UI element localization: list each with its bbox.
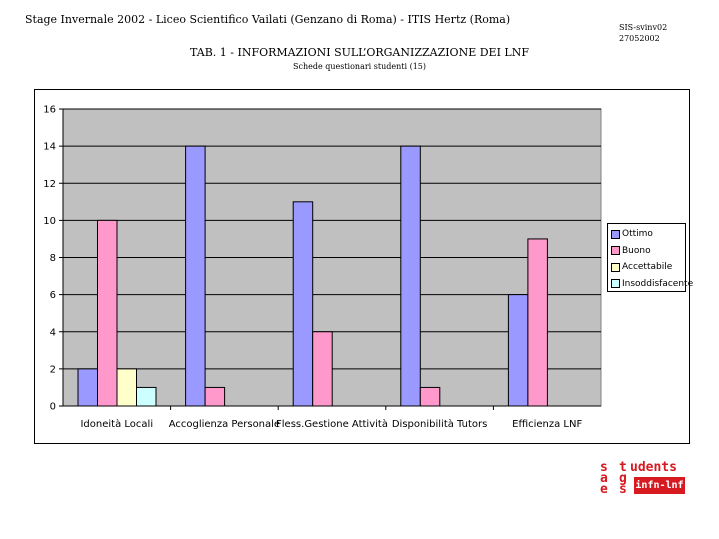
x-tick-label: Fless.Gestione Attività — [276, 418, 388, 430]
chart-legend: Ottimo Buono Accettabile Insoddisfacente — [607, 223, 693, 293]
bar-buono — [527, 238, 548, 407]
x-tick-label: Accoglienza Personale — [169, 419, 280, 430]
legend-item: Insoddisfacente — [611, 276, 693, 293]
y-tick-label: 16 — [43, 105, 56, 116]
y-tick-label: 8 — [50, 253, 56, 264]
y-tick-label: 6 — [50, 290, 56, 301]
bar-ottimo — [292, 201, 314, 407]
y-tick-label: 14 — [43, 142, 56, 153]
logo-letter: s — [619, 482, 627, 497]
document-code: SIS-svinv02 27052002 — [619, 22, 667, 44]
legend-swatch — [611, 262, 620, 272]
document-id: SIS-svinv02 — [619, 23, 668, 32]
logo-letters-col2: t g s — [619, 460, 627, 497]
logo-letter: t — [619, 460, 627, 475]
bar-buono — [312, 331, 333, 407]
x-tick-label: Efficienza LNF — [512, 419, 582, 430]
logo-badge: infn-lnf — [634, 477, 685, 494]
bar-buono — [97, 219, 118, 407]
y-tick-label: 12 — [43, 179, 56, 190]
legend-label: Accettabile — [622, 262, 673, 273]
bar-accettabile — [116, 368, 137, 407]
logo-letter: e — [600, 482, 608, 497]
bar-buono — [204, 386, 226, 407]
legend-swatch — [611, 279, 620, 289]
logo-word: udents — [630, 460, 677, 475]
y-tick-label: 0 — [50, 402, 56, 413]
bar-ottimo — [507, 294, 529, 407]
students-infn-lnf-logo: s a e t g s udents infn-lnf — [600, 460, 700, 502]
x-tick-label: Disponibilità Tutors — [392, 418, 487, 430]
bar-ottimo — [77, 368, 98, 407]
logo-letter: g — [619, 471, 627, 486]
y-tick-label: 2 — [50, 364, 56, 375]
logo-letter: a — [600, 471, 608, 486]
x-tick-label: Idoneità Locali — [80, 418, 153, 430]
logo-letters-col1: s a e — [600, 460, 608, 497]
y-tick-label: 10 — [43, 216, 56, 227]
legend-label: Buono — [622, 245, 651, 256]
bar-buono — [419, 386, 441, 407]
y-tick-label: 4 — [50, 327, 56, 338]
bar-chart: 0 2 4 6 8 10 12 14 16 Idoneità Locali Accoglienza … — [43, 105, 602, 430]
legend-item: Buono — [611, 243, 685, 260]
legend-label: Insoddisfacente — [622, 278, 694, 289]
chart-title: TAB. 1 - INFORMAZIONI SULL’ORGANIZZAZION… — [190, 46, 529, 59]
bar-insoddisfacente — [136, 386, 157, 407]
chart-subtitle: Schede questionari studenti (15) — [292, 62, 426, 71]
document-date: 27052002 — [619, 34, 660, 43]
chart-frame: 0 2 4 6 8 10 12 14 16 Idoneità Locali Accoglienza … — [34, 89, 690, 444]
legend-item: Ottimo — [611, 226, 685, 243]
legend-label: Ottimo — [622, 229, 653, 240]
logo-letter: s — [600, 460, 608, 475]
header-text: Stage Invernale 2002 - Liceo Scientifico… — [25, 13, 511, 26]
bar-ottimo — [185, 145, 206, 407]
legend-item: Accettabile — [611, 259, 685, 276]
legend-swatch — [611, 246, 620, 256]
bar-ottimo — [400, 145, 421, 407]
legend-swatch — [611, 229, 620, 239]
